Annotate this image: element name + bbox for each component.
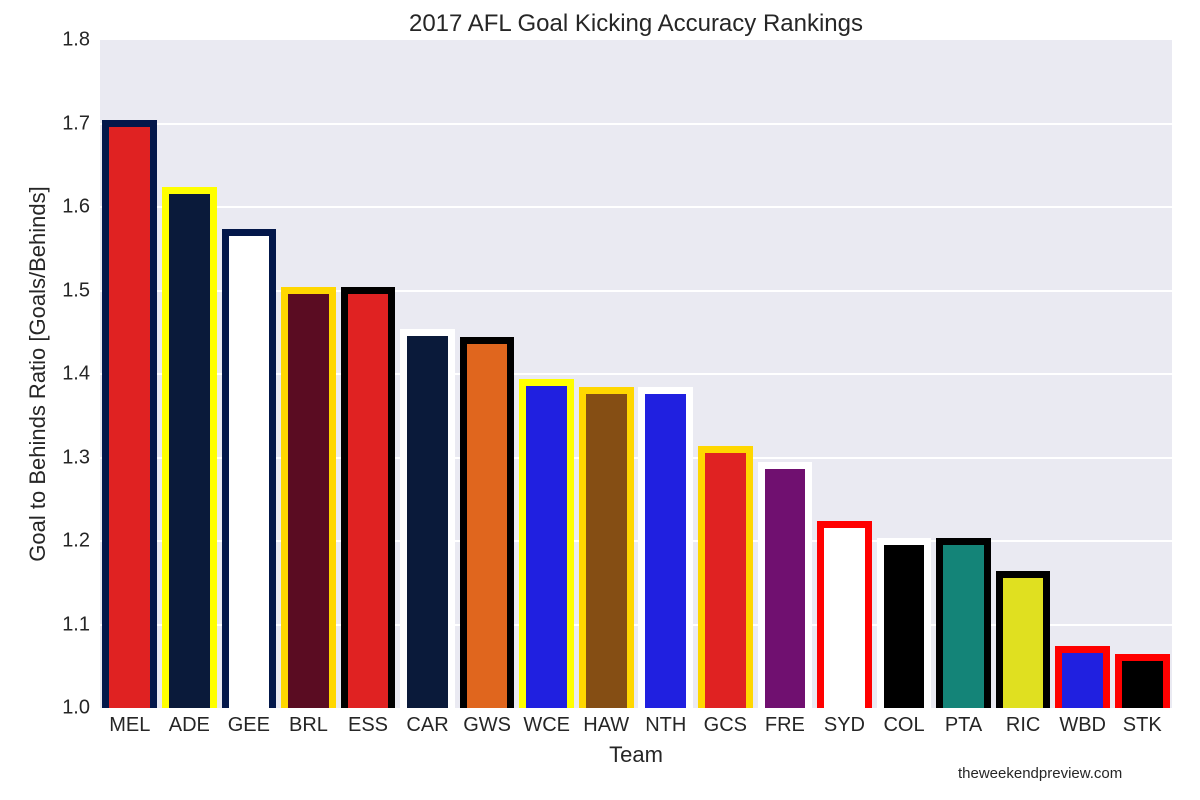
- y-tick-label: 1.0: [62, 696, 90, 719]
- bar-brl: [281, 287, 336, 708]
- y-axis-label: Goal to Behinds Ratio [Goals/Behinds]: [25, 186, 50, 562]
- gridline: [100, 456, 1172, 459]
- bar-stk: [1114, 654, 1170, 708]
- chart-title: 2017 AFL Goal Kicking Accuracy Rankings: [408, 10, 864, 37]
- source-credit: theweekendpreview.com: [958, 765, 1123, 782]
- bar-gws: [459, 337, 515, 708]
- bar-haw: [578, 387, 634, 708]
- y-tick-label: 1.7: [62, 112, 90, 134]
- y-tick-label: 1.8: [62, 28, 90, 51]
- gridline: [100, 623, 1172, 626]
- x-tick-label: CAR: [406, 714, 449, 736]
- x-tick-label: STK: [1122, 714, 1162, 736]
- y-tick-label: 1.3: [62, 446, 90, 468]
- x-tick-label: GWS: [463, 714, 511, 736]
- x-tick-label: WCE: [523, 714, 570, 736]
- gridline: [100, 206, 1172, 208]
- bar-mel: [102, 120, 158, 708]
- gridline: [100, 540, 1172, 542]
- bar-wbd: [1055, 646, 1110, 708]
- x-tick-label: BRL: [288, 714, 328, 736]
- bar-car: [400, 328, 455, 708]
- x-tick-label: ESS: [347, 714, 389, 736]
- bar-gcs: [698, 445, 753, 708]
- bar-pta: [936, 537, 991, 708]
- gridline: [100, 122, 1172, 125]
- x-tick-label: SYD: [823, 714, 865, 736]
- bar-wce: [519, 378, 574, 708]
- y-tick-label: 1.2: [62, 529, 90, 552]
- y-tick-label: 1.5: [62, 279, 90, 301]
- x-tick-label: GCS: [703, 714, 747, 736]
- bar-fre: [757, 462, 813, 708]
- bar-ade: [162, 186, 217, 708]
- bar-ess: [340, 287, 396, 708]
- x-tick-label: PTA: [944, 714, 983, 736]
- bar-nth: [638, 387, 694, 708]
- y-tick-label: 1.6: [62, 195, 90, 218]
- bar-ric: [995, 570, 1051, 708]
- plot-area: [100, 40, 1172, 708]
- x-tick-label: HAW: [583, 714, 630, 736]
- x-tick-label: COL: [883, 714, 925, 736]
- gridline: [100, 373, 1172, 375]
- x-tick-label: ADE: [168, 714, 210, 736]
- x-tick-label: RIC: [1005, 714, 1041, 736]
- x-tick-label: WBD: [1059, 714, 1106, 736]
- x-axis-label: Team: [609, 742, 663, 767]
- x-tick-label: FRE: [764, 714, 805, 736]
- x-tick-label: NTH: [645, 714, 687, 736]
- bar-col: [876, 537, 932, 708]
- bar-syd: [817, 520, 872, 708]
- y-tick-label: 1.1: [62, 613, 90, 635]
- x-tick-label: MEL: [109, 714, 151, 736]
- gridline: [100, 289, 1172, 292]
- y-tick-label: 1.4: [62, 362, 90, 385]
- bar-gee: [221, 228, 277, 708]
- x-tick-label: GEE: [227, 714, 270, 736]
